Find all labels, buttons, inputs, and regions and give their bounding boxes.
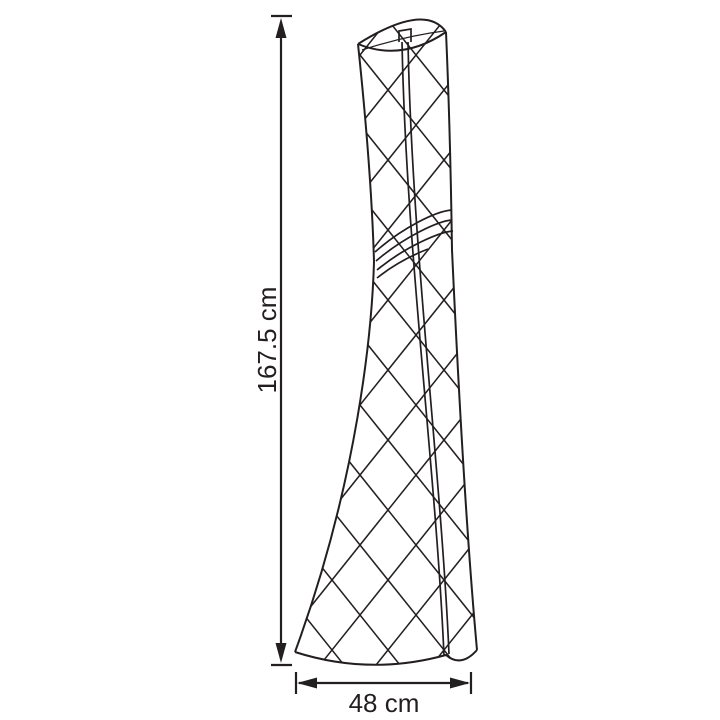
- width-dimension-label: 48 cm: [349, 688, 420, 718]
- lamp-inner-rod: [398, 27, 450, 657]
- lamp-right-edge: [445, 31, 478, 651]
- width-arrow-right-icon: [450, 677, 470, 689]
- width-arrow-left-icon: [297, 677, 317, 689]
- lamp-top-inner-arc: [361, 30, 445, 51]
- height-arrow-up-icon: [275, 18, 287, 38]
- lamp-top-rim-far: [357, 18, 447, 45]
- width-dimension: 48 cm: [294, 672, 473, 718]
- height-arrow-down-icon: [275, 643, 287, 663]
- lamp-left-edge: [294, 43, 376, 653]
- lamp-bottom-rim: [294, 649, 478, 666]
- lamp-collar-band: [374, 209, 454, 279]
- height-dimension: 167.5 cm: [252, 14, 292, 667]
- height-dimension-label: 167.5 cm: [252, 287, 282, 394]
